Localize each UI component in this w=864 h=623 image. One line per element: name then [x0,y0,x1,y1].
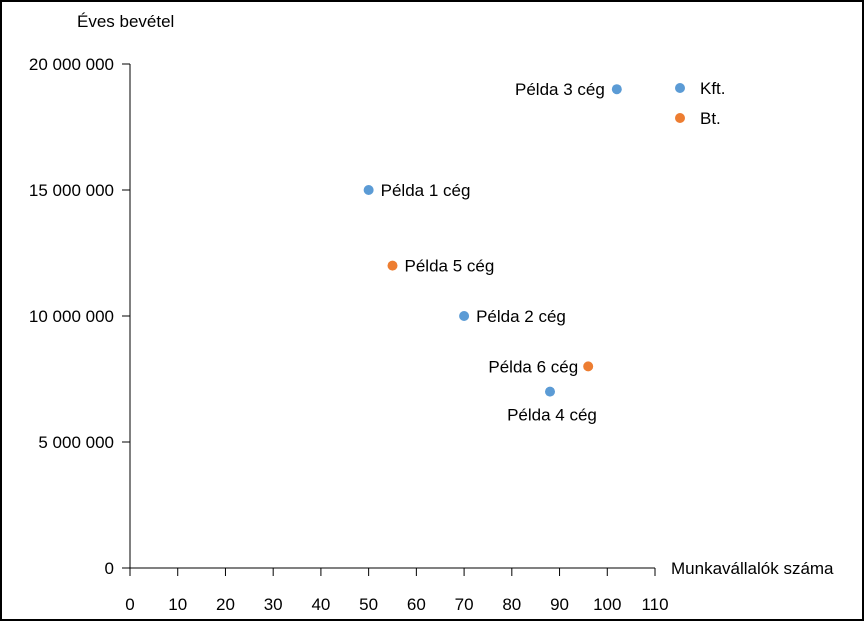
data-point [363,185,374,195]
data-label: Példa 6 cég [488,357,578,376]
legend: Kft. Bt. [675,79,726,128]
y-tick-label: 15 000 000 [29,181,114,200]
data-labels: Példa 1 cég Példa 2 cég Példa 3 cég Példa 4… [381,80,605,424]
data-point [387,260,398,271]
y-tick-label: 5 000 000 [38,433,114,452]
x-tick-label: 0 [125,595,134,614]
x-tick-label: 80 [502,595,521,614]
legend-marker [675,113,685,123]
x-tick-label: 60 [407,595,426,614]
legend-label: Bt. [700,109,721,128]
x-tick-label: 110 [641,595,668,614]
x-tick-label: 10 [168,595,187,614]
axes [122,63,656,576]
data-label: Példa 4 cég [507,406,597,425]
y-axis-title: Éves bevétel [77,12,174,31]
data-point [545,386,555,397]
legend-label: Kft. [700,79,726,98]
x-tick-label: 20 [216,595,235,614]
y-tick-label: 0 [105,559,114,578]
x-tick-label: 70 [455,595,474,614]
x-tick-label: 100 [593,595,621,614]
data-point [583,361,594,372]
x-tick-label: 50 [359,595,378,614]
data-label: Példa 3 cég [515,80,605,99]
data-label: Példa 1 cég [381,181,471,200]
x-tick-label: 40 [311,595,330,614]
tick-labels: 0 5 000 000 10 000 000 15 000 000 20 000 000… [29,55,669,614]
x-axis-title: Munkavállalók száma [671,559,834,578]
data-point [611,84,622,95]
x-tick-label: 30 [264,595,283,614]
y-tick-label: 10 000 000 [29,307,114,326]
y-tick-label: 20 000 000 [29,55,114,74]
data-label: Példa 2 cég [476,307,566,326]
data-points [363,84,622,397]
x-tick-label: 90 [550,595,569,614]
legend-marker [675,83,685,93]
data-point [459,311,470,321]
data-label: Példa 5 cég [405,257,495,276]
